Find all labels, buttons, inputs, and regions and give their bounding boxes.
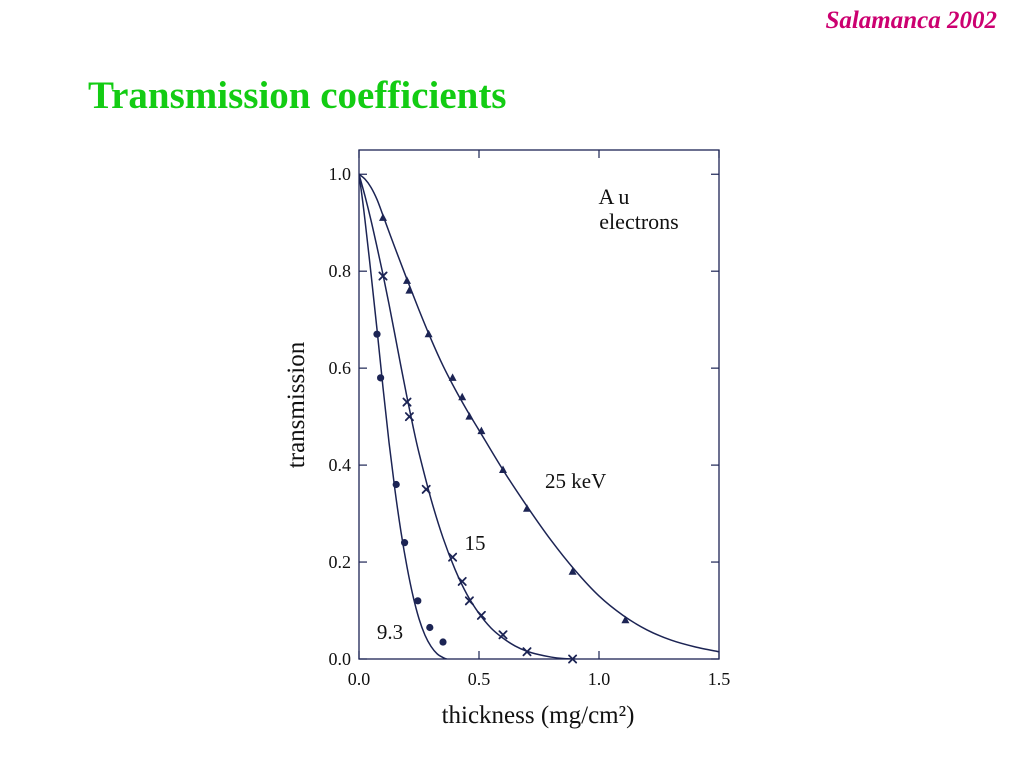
fit-curves (359, 173, 719, 659)
data-point-25-kev (499, 465, 507, 473)
data-point-9-3 (414, 597, 422, 605)
data-point-25-kev (621, 615, 630, 624)
series-label-9-3: 9.3 (377, 620, 403, 644)
data-point-15 (421, 484, 431, 494)
data-markers (373, 213, 630, 664)
data-point-15 (457, 576, 467, 586)
x-axis-label: thickness (mg/cm²) (442, 702, 635, 729)
data-point-25-kev (424, 329, 433, 338)
axis-ticks (358, 150, 720, 660)
data-point-9-3 (377, 374, 385, 382)
fit-curve-25-kev (359, 173, 719, 653)
data-point-15 (522, 647, 532, 657)
data-point-25-kev (448, 373, 457, 381)
data-point-9-3 (392, 480, 400, 489)
data-point-25-kev (379, 213, 387, 221)
slide-title: Transmission coefficients (88, 74, 507, 117)
x-tick-label: 0.5 (468, 669, 491, 689)
x-tick-label: 1.5 (708, 669, 731, 689)
y-tick-label: 0.4 (329, 455, 352, 475)
annotation-material: Au (599, 184, 634, 209)
data-point-9-3 (373, 330, 381, 338)
data-point-15 (402, 397, 412, 407)
data-point-15 (568, 654, 578, 664)
series-label-15: 15 (465, 531, 486, 555)
data-point-25-kev (523, 504, 531, 512)
data-point-25-kev (403, 276, 411, 284)
y-tick-label: 1.0 (329, 164, 352, 184)
data-point-25-kev (568, 567, 577, 575)
fit-curve-9-3 (359, 173, 448, 659)
data-point-25-kev (458, 392, 467, 401)
data-point-15 (404, 412, 414, 422)
data-point-9-3 (426, 623, 434, 632)
data-point-9-3 (439, 638, 447, 646)
series-label-25-kev: 25 keV (545, 469, 606, 493)
x-tick-label: 0.0 (348, 669, 371, 689)
data-point-15 (498, 630, 508, 640)
x-tick-label: 1.0 (588, 669, 611, 689)
y-tick-label: 0.0 (329, 649, 352, 669)
data-point-25-kev (465, 412, 474, 420)
data-point-9-3 (401, 539, 409, 547)
data-point-15 (378, 271, 388, 281)
plot-frame (358, 149, 720, 660)
axis-tick-labels: 0.0 0.2 0.4 0.6 0.8 1.0 0.0 0.5 1.0 1.5 (329, 164, 731, 689)
y-tick-label: 0.2 (329, 552, 352, 572)
y-axis-label: transmission (283, 341, 310, 468)
y-tick-label: 0.6 (329, 358, 352, 378)
data-point-15 (476, 610, 486, 620)
data-point-25-kev (477, 426, 486, 435)
data-point-15 (464, 596, 474, 606)
annotation-particle: electrons (599, 209, 678, 234)
data-point-25-kev (405, 286, 414, 294)
data-point-15 (448, 552, 458, 562)
y-tick-label: 0.8 (329, 261, 352, 281)
venue-label: Salamanca 2002 (825, 7, 997, 34)
